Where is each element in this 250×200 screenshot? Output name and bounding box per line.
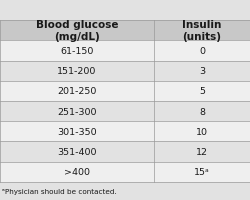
Bar bbox=[0, 41, 250, 61]
Bar bbox=[0, 142, 250, 162]
Text: 0: 0 bbox=[199, 47, 205, 56]
Text: Insulin
(units): Insulin (units) bbox=[182, 20, 222, 42]
Text: Blood glucose
(mg/dL): Blood glucose (mg/dL) bbox=[36, 20, 118, 42]
Text: 151-200: 151-200 bbox=[57, 67, 96, 76]
Text: 201-250: 201-250 bbox=[57, 87, 96, 96]
Bar bbox=[0, 61, 250, 81]
Bar bbox=[0, 162, 250, 182]
Text: 3: 3 bbox=[199, 67, 205, 76]
Bar bbox=[0, 122, 250, 142]
Bar bbox=[0, 81, 250, 102]
Text: 5: 5 bbox=[199, 87, 205, 96]
Bar bbox=[0, 102, 250, 122]
Text: 251-300: 251-300 bbox=[57, 107, 96, 116]
Text: >400: >400 bbox=[64, 167, 90, 176]
Text: 351-400: 351-400 bbox=[57, 147, 96, 156]
Text: 12: 12 bbox=[196, 147, 208, 156]
Text: 10: 10 bbox=[196, 127, 208, 136]
Text: ᵃPhysician should be contacted.: ᵃPhysician should be contacted. bbox=[2, 188, 117, 194]
Bar bbox=[0, 21, 250, 41]
Text: 15ᵃ: 15ᵃ bbox=[194, 167, 210, 176]
Text: 8: 8 bbox=[199, 107, 205, 116]
Text: 61-150: 61-150 bbox=[60, 47, 94, 56]
Text: 301-350: 301-350 bbox=[57, 127, 97, 136]
